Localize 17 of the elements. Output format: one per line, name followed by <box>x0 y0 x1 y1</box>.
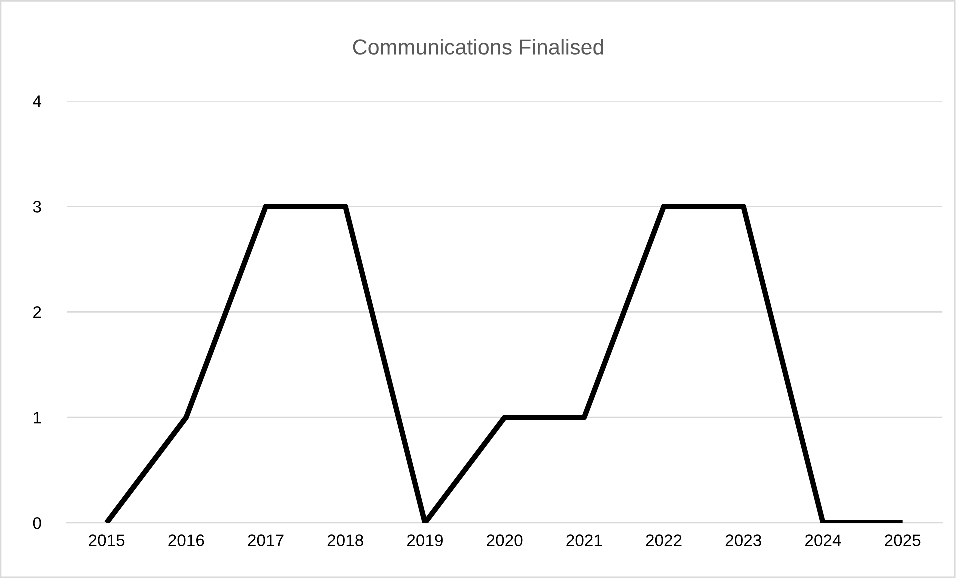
chart-title: Communications Finalised <box>353 39 604 55</box>
y-tick-label: 3 <box>33 201 42 213</box>
x-tick-label: 2015 <box>89 534 125 546</box>
x-tick-label: 2018 <box>328 534 364 546</box>
x-tick-label: 2017 <box>248 534 284 546</box>
y-tick-label: 0 <box>33 517 42 530</box>
y-tick-label: 4 <box>33 96 42 108</box>
x-tick-label: 2016 <box>168 534 204 546</box>
x-tick-label: 2020 <box>487 534 523 546</box>
x-tick-label: 2021 <box>566 534 602 546</box>
y-tick-label: 2 <box>34 306 42 318</box>
x-tick-label: 2023 <box>726 534 762 546</box>
x-tick-label: 2025 <box>885 534 921 546</box>
x-tick-label: 2022 <box>646 534 682 546</box>
x-tick-label: 2019 <box>408 534 443 546</box>
y-tick-label: 1 <box>34 412 42 424</box>
x-tick-label: 2024 <box>806 534 842 546</box>
